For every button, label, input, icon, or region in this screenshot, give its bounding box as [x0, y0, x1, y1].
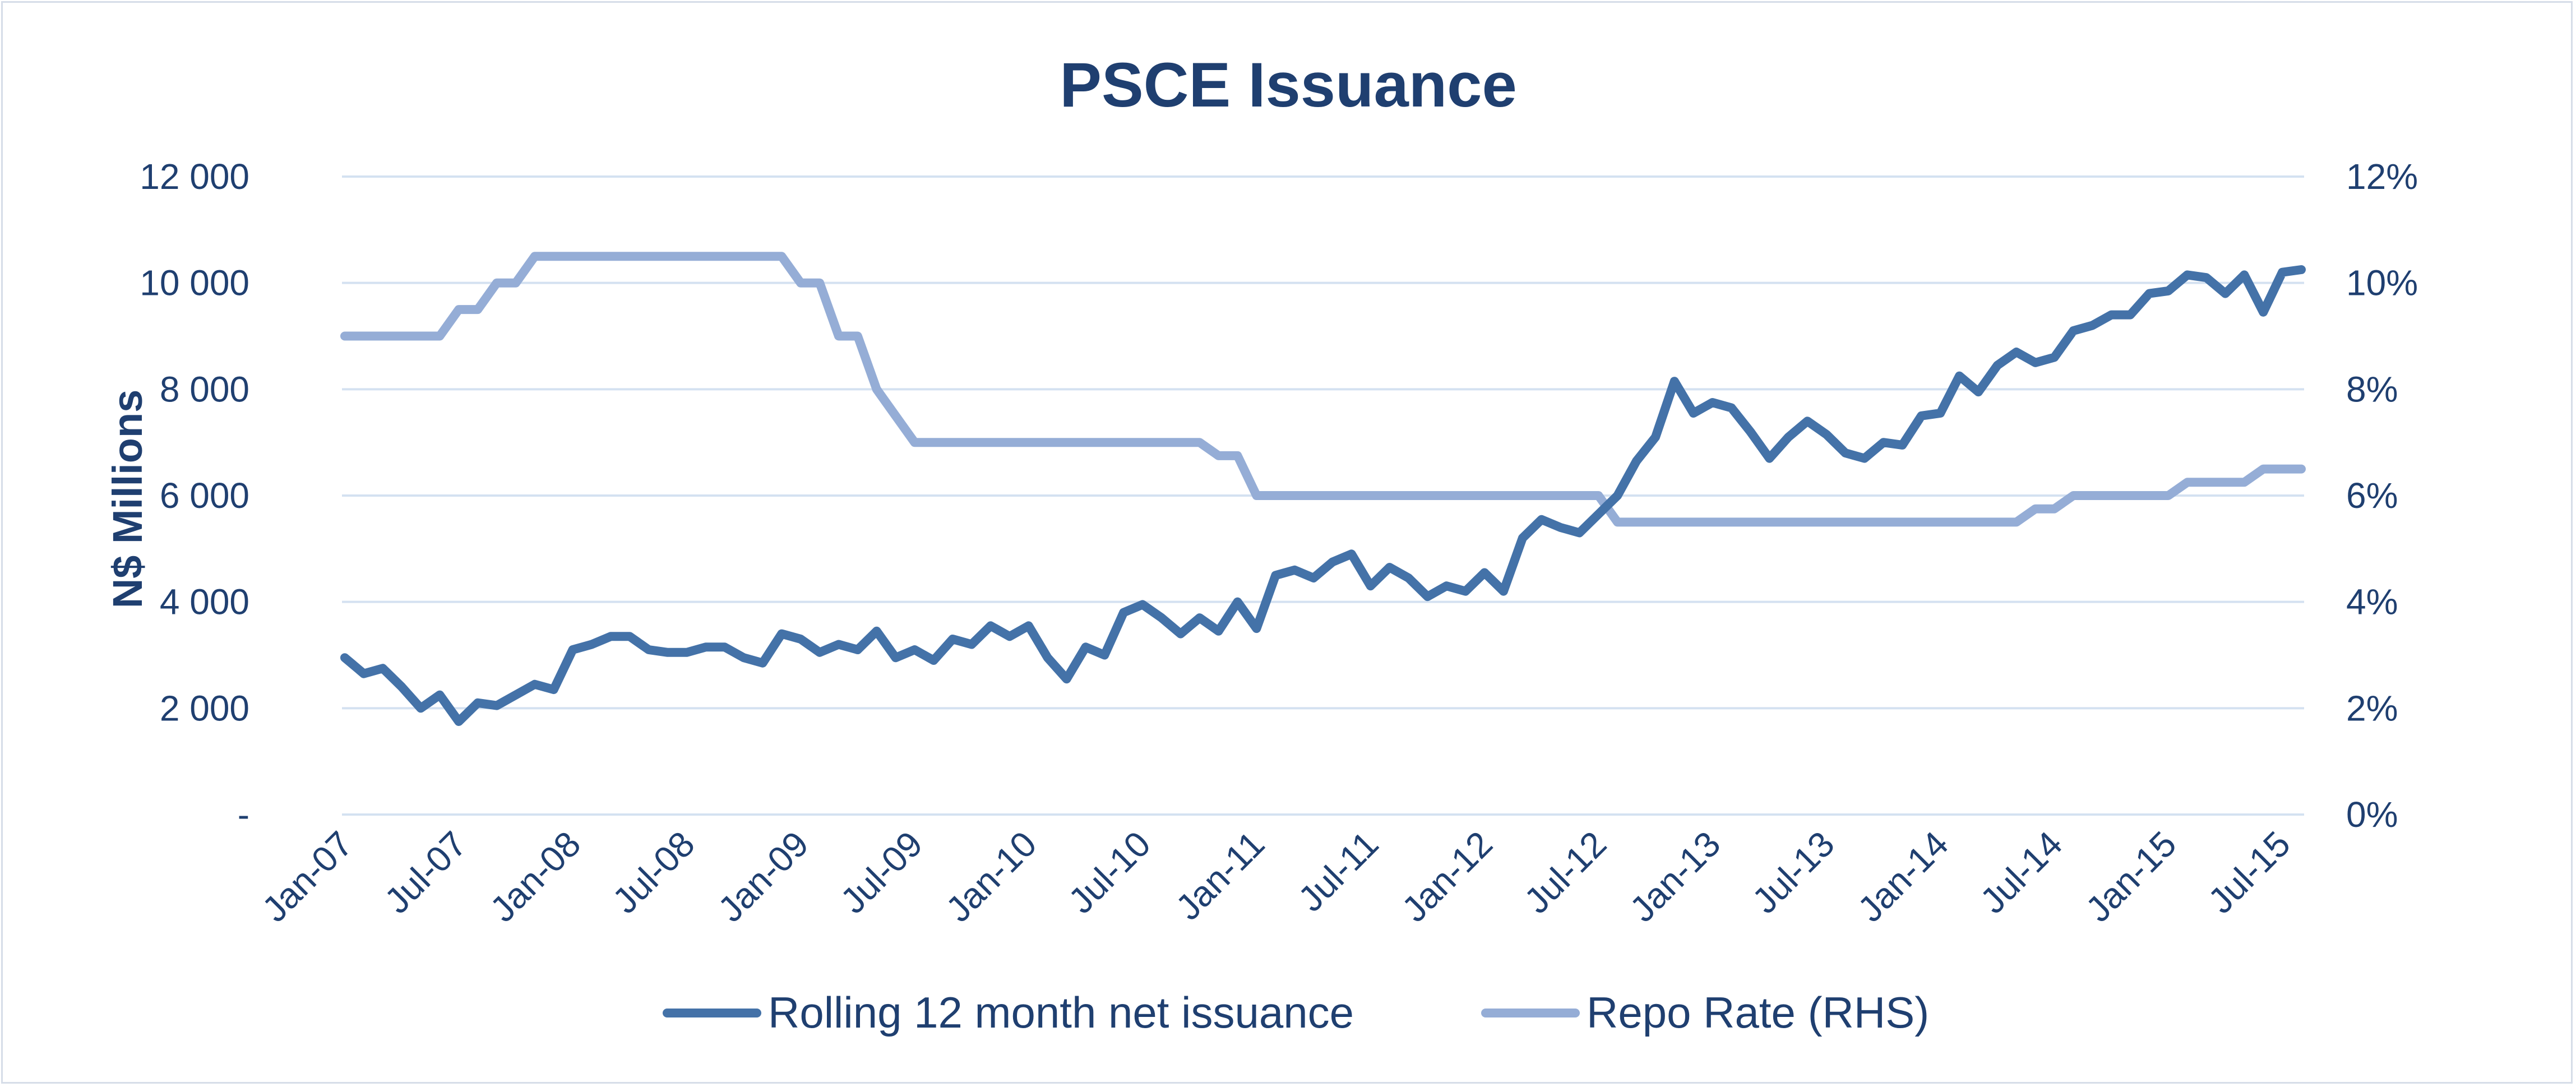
series-line-repo-rate — [340, 252, 2306, 527]
x-tick-label: Jan-08 — [482, 824, 588, 929]
x-tick-label: Jul-12 — [1516, 824, 1614, 921]
y2-tick-label: 8% — [2346, 369, 2398, 409]
x-tick-label: Jan-10 — [938, 824, 1044, 929]
y-axis-title: N$ Millions — [104, 390, 151, 609]
y-tick-label: 4 000 — [160, 582, 249, 622]
x-tick-label: Jul-08 — [605, 824, 702, 921]
x-tick-label: Jan-13 — [1622, 824, 1728, 929]
x-tick-label: Jul-11 — [1291, 824, 1386, 919]
y2-tick-label: 6% — [2346, 475, 2398, 516]
series-layer — [340, 252, 2306, 726]
x-tick-label: Jul-07 — [377, 824, 474, 921]
y2-tick-label: 0% — [2346, 794, 2398, 835]
x-tick-label: Jan-15 — [2078, 824, 2184, 929]
x-tick-label: Jan-07 — [255, 824, 360, 929]
legend-label-net-issuance: Rolling 12 month net issuance — [768, 988, 1354, 1037]
y-tick-label: 8 000 — [160, 369, 249, 409]
x-tick-label: Jan-09 — [710, 824, 816, 929]
y-tick-label: 6 000 — [160, 475, 249, 516]
x-tick-label: Jul-10 — [1061, 824, 1158, 921]
y2-tick-label: 4% — [2346, 582, 2398, 622]
y2-tick-label: 12% — [2346, 156, 2418, 197]
y-tick-label: 10 000 — [140, 263, 249, 303]
x-tick-label: Jan-14 — [1850, 824, 1956, 929]
legend: Rolling 12 month net issuance Repo Rate (… — [663, 988, 1929, 1037]
x-tick-label: Jan-12 — [1394, 824, 1500, 929]
x-tick-label: Jan-11 — [1168, 824, 1272, 928]
y-axis-right-ticks: 0% 2% 4% 6% 8% 10% 12% — [2346, 156, 2418, 835]
series-line-net-issuance — [340, 265, 2306, 726]
x-axis-ticks: Jan-07 Jul-07 Jan-08 Jul-08 Jan-09 Jul-09 Jan-… — [255, 824, 2298, 929]
chart-svg: PSCE Issuance N$ Millions - 2 000 4 000 6 0… — [104, 50, 2418, 1037]
x-tick-label: Jul-09 — [833, 824, 930, 921]
y-tick-label: 12 000 — [140, 156, 249, 197]
x-tick-label: Jul-13 — [1745, 824, 1842, 921]
chart-title: PSCE Issuance — [1060, 50, 1517, 120]
y-tick-label: - — [238, 794, 249, 835]
x-tick-label: Jul-14 — [1972, 824, 2070, 921]
legend-label-repo-rate: Repo Rate (RHS) — [1587, 988, 1929, 1037]
x-tick-label: Jul-15 — [2200, 824, 2298, 921]
y2-tick-label: 2% — [2346, 688, 2398, 728]
grid-layer — [342, 175, 2304, 816]
y2-tick-label: 10% — [2346, 263, 2418, 303]
y-tick-label: 2 000 — [160, 688, 249, 728]
y-axis-left-ticks: - 2 000 4 000 6 000 8 000 10 000 12 000 — [140, 156, 249, 835]
